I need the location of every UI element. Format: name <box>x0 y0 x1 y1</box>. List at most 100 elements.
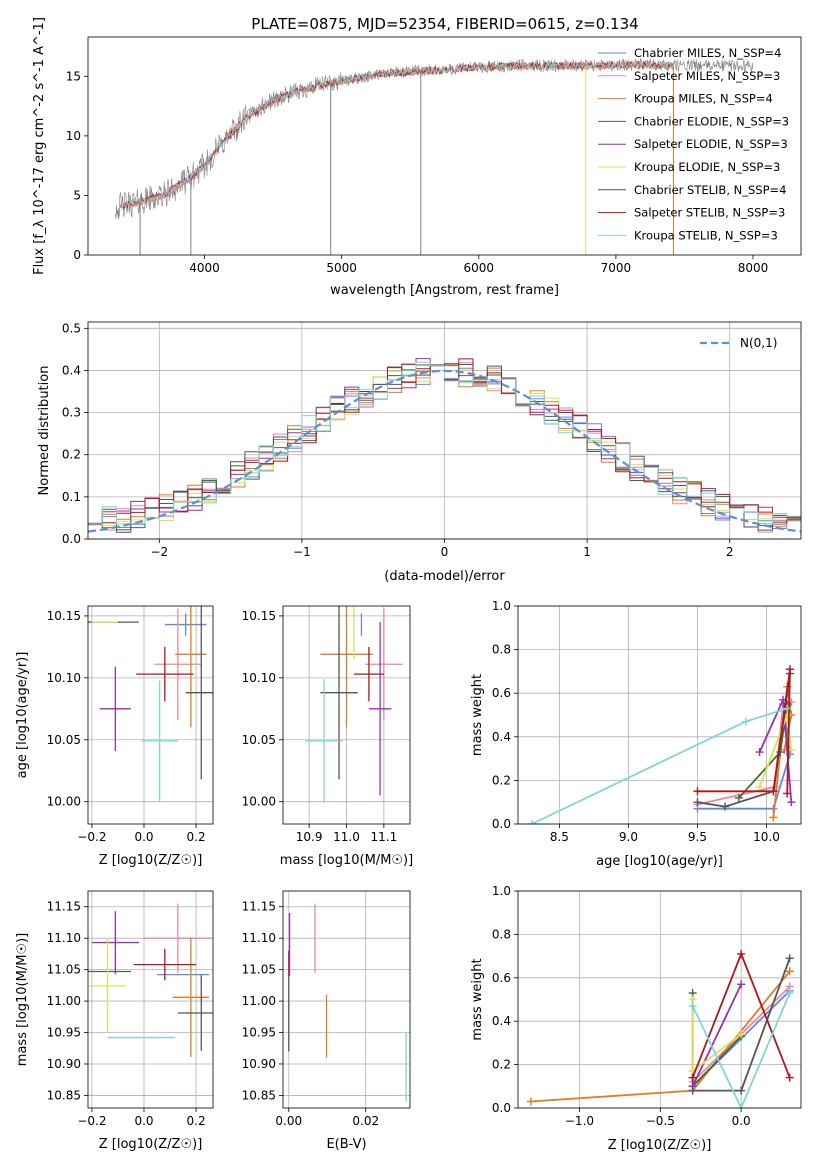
errorbar-point <box>353 646 384 702</box>
legend-label: Kroupa STELIB, N_SSP=3 <box>634 228 778 242</box>
legend-spectrum: Chabrier MILES, N_SSP=4 Salpeter MILES, N… <box>598 46 789 242</box>
x-tick-label: 4000 <box>189 261 220 275</box>
y-tick-label: 0.6 <box>492 686 511 700</box>
y-tick-label: 10.15 <box>47 609 81 623</box>
x-tick-label: 0.0 <box>732 1114 751 1128</box>
errorbar-point <box>305 679 343 803</box>
y-tick-label: 0.0 <box>492 817 511 831</box>
axes-mass_vs_ebv: 0.00 0.02 10.85 10.90 10.95 11.00 11.05 11.10 11… <box>242 890 411 1152</box>
x-tick-label: 8.5 <box>550 830 569 844</box>
y-tick-label: 0.1 <box>62 490 81 504</box>
x-tick-label: 6000 <box>464 261 495 275</box>
y-tick-label: 1.0 <box>492 884 511 898</box>
x-tick-label: −2 <box>150 545 168 559</box>
y-tick-label: 11.15 <box>242 900 276 914</box>
x-tick-label: −1.0 <box>565 1114 594 1128</box>
legend-label: Salpeter ELODIE, N_SSP=3 <box>634 137 788 151</box>
axes-frame <box>87 605 214 825</box>
y-tick-label: 11.00 <box>242 994 276 1008</box>
normal-curve <box>88 369 801 533</box>
x-tick-label: 0.0 <box>134 830 153 844</box>
x-tick-label: −1 <box>293 545 311 559</box>
weight-series-salpeter-elodie <box>688 980 746 1091</box>
errorbar-point <box>143 903 212 973</box>
errorbar-point <box>91 911 139 975</box>
axes-age_vs_Z: −0.2 0.0 0.2 10.00 10.05 10.10 10.15 Z [log10(Z… <box>15 605 214 868</box>
x-tick-label: 0.2 <box>187 1114 206 1128</box>
histogram-salpeter-stelib <box>88 358 801 524</box>
y-tick-label: 10.90 <box>47 1057 81 1071</box>
plot-area-weight_vs_Z <box>526 949 794 1108</box>
errorbar-point <box>320 606 358 780</box>
y-tick-label: 11.05 <box>47 963 81 977</box>
legend-label: Chabrier MILES, N_SSP=4 <box>634 46 781 60</box>
axes-frame <box>87 36 802 256</box>
y-tick-label: 10.85 <box>242 1088 276 1102</box>
y-tick-label: 0.2 <box>492 773 511 787</box>
errorbar-point <box>368 622 392 796</box>
y-tick-label: 10.10 <box>47 671 81 685</box>
errorbar-point <box>177 975 213 1051</box>
y-tick-label: 5 <box>73 188 81 202</box>
axes-residuals: −2 −1 0 1 2 0.0 0.1 0.2 0.3 0.4 0.5 (data-model)/er… <box>37 321 802 584</box>
legend-label: Chabrier STELIB, N_SSP=4 <box>634 183 786 197</box>
errorbar-point <box>365 608 403 720</box>
weight-series-chabrier-stelib <box>688 954 794 1095</box>
x-axis-label: mass [log10(M/M☉)] <box>280 853 413 868</box>
errorbar-point <box>164 613 207 636</box>
y-tick-label: 0.2 <box>492 1058 511 1072</box>
legend-label: Chabrier ELODIE, N_SSP=3 <box>634 114 789 128</box>
weight-line <box>691 983 743 1087</box>
weight-series-kroupa-stelib <box>527 704 792 824</box>
x-tick-label: 10.9 <box>296 830 323 844</box>
x-tick-label: 1 <box>583 545 591 559</box>
plot-area-mass_vs_Z <box>88 903 213 1058</box>
y-tick-label: 10.00 <box>47 795 81 809</box>
x-axis-label: Z [log10(Z/Z☉)] <box>99 1137 203 1152</box>
y-tick-label: 0.0 <box>62 532 81 546</box>
y-tick-label: 10.95 <box>47 1026 81 1040</box>
legend-residuals: N(0,1) <box>700 336 777 350</box>
y-tick-label: 0.8 <box>492 643 511 657</box>
weight-line <box>697 703 791 810</box>
axes-frame <box>282 605 411 825</box>
plot-area-mass_vs_ebv <box>288 903 407 1102</box>
x-tick-label: −0.2 <box>77 1114 106 1128</box>
plot-area-spectrum <box>115 58 753 255</box>
x-tick-label: 11.1 <box>370 830 397 844</box>
x-tick-label: 2 <box>726 545 734 559</box>
y-axis-label: mass weight <box>470 674 485 756</box>
y-tick-label: 10.85 <box>47 1088 81 1102</box>
model-line-salpeter-stelib <box>119 59 674 211</box>
x-tick-label: 5000 <box>326 261 357 275</box>
y-tick-label: 1.0 <box>492 599 511 613</box>
weight-series-salpeter-stelib <box>688 949 794 1082</box>
axes-weight_vs_age: 8.5 9.0 9.5 10.0 0.0 0.2 0.4 0.6 0.8 1.0 age [log1… <box>470 599 802 869</box>
x-tick-label: 0.0 <box>134 1114 153 1128</box>
y-tick-label: 0 <box>73 248 81 262</box>
y-tick-label: 0.0 <box>492 1101 511 1115</box>
y-axis-label: age [log10(age/yr)] <box>15 652 30 779</box>
legend-label: N(0,1) <box>740 336 777 350</box>
y-tick-label: 0.4 <box>62 363 81 377</box>
y-tick-label: 10.15 <box>242 609 276 623</box>
legend-label: Kroupa MILES, N_SSP=4 <box>634 92 773 106</box>
x-tick-label: 0.2 <box>187 830 206 844</box>
y-tick-label: 15 <box>66 69 81 83</box>
errorbar-point <box>154 608 202 720</box>
y-tick-label: 10.05 <box>242 733 276 747</box>
weight-line <box>697 669 791 794</box>
weight-series-salpeter-stelib <box>693 665 794 798</box>
axes-weight_vs_Z: −1.0 −0.5 0.0 0.0 0.2 0.4 0.6 0.8 1.0 Z [log10(Z/… <box>470 884 802 1153</box>
y-axis-label: mass weight <box>470 958 485 1040</box>
x-tick-label: 9.0 <box>619 830 638 844</box>
legend-label: Salpeter STELIB, N_SSP=3 <box>634 206 785 220</box>
y-tick-label: 11.00 <box>47 994 81 1008</box>
errorbar-point <box>320 606 373 728</box>
x-tick-label: −0.5 <box>646 1114 675 1128</box>
y-tick-label: 0.8 <box>492 927 511 941</box>
errorbar-point <box>185 606 213 780</box>
y-tick-label: 10.90 <box>242 1057 276 1071</box>
